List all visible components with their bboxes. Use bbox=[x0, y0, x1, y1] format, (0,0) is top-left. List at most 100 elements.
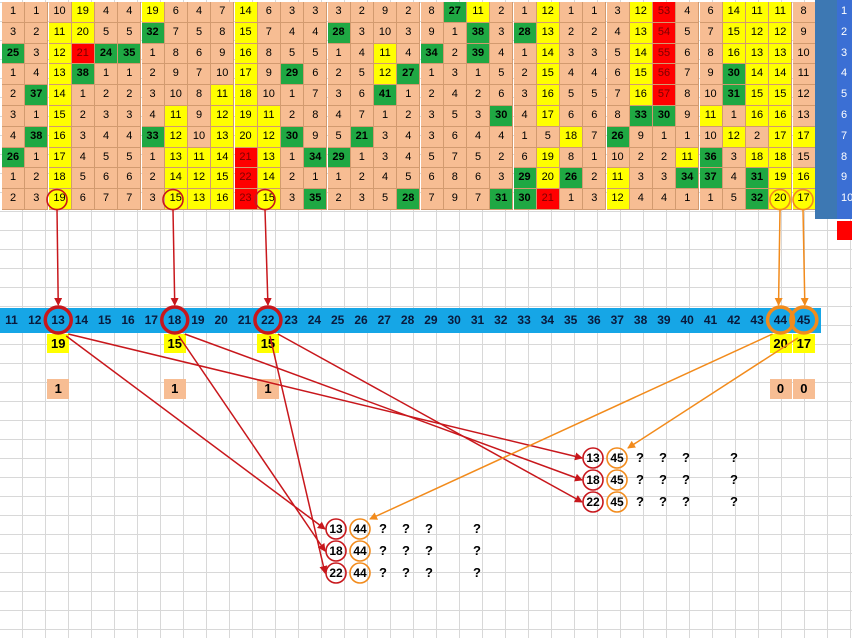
grid-cell: 12 bbox=[746, 22, 769, 44]
grid-cell: 4 bbox=[71, 147, 95, 169]
strip-number: 24 bbox=[307, 313, 322, 327]
grid-cell: 2 bbox=[71, 106, 95, 127]
grid-cell: 16 bbox=[211, 189, 235, 210]
grid-cell: 5 bbox=[350, 64, 374, 86]
grid-cell: 1 bbox=[304, 168, 328, 190]
strip-number: 23 bbox=[284, 313, 298, 327]
grid-cell: 9 bbox=[211, 43, 235, 65]
unknown-placeholder: ? bbox=[730, 494, 738, 509]
grid-cell: 5 bbox=[327, 126, 351, 148]
grid-cell: 13 bbox=[536, 22, 560, 44]
grid-cell: 5 bbox=[467, 147, 490, 169]
grid-cell: 18 bbox=[769, 147, 793, 169]
row-number: 1 bbox=[841, 5, 848, 17]
selected-value-box: 17 bbox=[792, 334, 815, 353]
grid-cell: 9 bbox=[304, 126, 328, 148]
grid-cell: 3 bbox=[25, 189, 49, 210]
combo-number-b: 44 bbox=[353, 522, 367, 536]
grid-cell: 20 bbox=[769, 189, 793, 210]
grid-cell: 3 bbox=[2, 22, 25, 44]
grid-cell: 20 bbox=[536, 168, 560, 190]
combo-number-a: 13 bbox=[586, 451, 600, 465]
selected-value-box: 15 bbox=[256, 334, 279, 353]
grid-cell: 11 bbox=[769, 2, 793, 23]
grid-cell: 31 bbox=[746, 168, 769, 190]
strip-number: 12 bbox=[28, 313, 42, 327]
grid-cell: 21 bbox=[71, 43, 95, 65]
row-number: 4 bbox=[841, 67, 848, 80]
grid-cell: 2 bbox=[350, 168, 374, 190]
grid-cell: 4 bbox=[188, 2, 211, 23]
grid-cell: 34 bbox=[304, 147, 328, 169]
grid-cell: 2 bbox=[420, 85, 444, 106]
grid-cell: 14 bbox=[769, 64, 793, 86]
grid-cell: 7 bbox=[699, 22, 723, 44]
grid-cell: 9 bbox=[792, 22, 816, 44]
grid-cell: 3 bbox=[281, 2, 304, 23]
grid-cell: 7 bbox=[676, 64, 700, 86]
grid-cell: 2 bbox=[583, 22, 607, 44]
grid-cell: 16 bbox=[48, 126, 72, 148]
grid-cell: 1 bbox=[443, 22, 467, 44]
grid-cell: 4 bbox=[443, 85, 467, 106]
grid-cell: 3 bbox=[629, 168, 653, 190]
strip-number: 13 bbox=[51, 313, 65, 327]
grid-cell: 9 bbox=[188, 106, 211, 127]
grid-cell: 2 bbox=[281, 168, 304, 190]
unknown-placeholder: ? bbox=[379, 543, 387, 558]
grid-cell: 2 bbox=[25, 168, 49, 190]
grid-cell: 4 bbox=[467, 126, 490, 148]
grid-cell: 11 bbox=[792, 64, 816, 86]
unknown-placeholder: ? bbox=[730, 450, 738, 465]
grid-cell: 30 bbox=[722, 64, 746, 86]
grid-cell: 4 bbox=[118, 2, 142, 23]
grid-cell: 4 bbox=[25, 64, 49, 86]
grid-cell: 8 bbox=[676, 85, 700, 106]
grid-cell: 1 bbox=[676, 126, 700, 148]
combo-number-b: 44 bbox=[353, 544, 367, 558]
grid-cell: 5 bbox=[281, 43, 304, 65]
blue-column bbox=[815, 0, 837, 219]
grid-cell: 25 bbox=[2, 43, 25, 65]
grid-cell: 9 bbox=[420, 22, 444, 44]
grid-cell: 5 bbox=[583, 85, 607, 106]
grid-cell: 4 bbox=[583, 64, 607, 86]
unknown-placeholder: ? bbox=[682, 494, 690, 509]
strip-number: 45 bbox=[797, 313, 811, 327]
strip-number: 34 bbox=[540, 313, 555, 327]
grid-cell: 14 bbox=[536, 43, 560, 65]
grid-cell: 6 bbox=[490, 85, 514, 106]
grid-cell: 3 bbox=[327, 2, 351, 23]
grid-cell: 3 bbox=[374, 147, 397, 169]
grid-cell: 12 bbox=[536, 2, 560, 23]
count-box: 0 bbox=[792, 379, 815, 399]
grid-cell: 4 bbox=[490, 43, 514, 65]
grid-cell: 7 bbox=[606, 85, 630, 106]
grid-cell: 1 bbox=[25, 106, 49, 127]
strip-number: 35 bbox=[564, 313, 578, 327]
grid-cell: 17 bbox=[792, 189, 816, 210]
unknown-placeholder: ? bbox=[682, 472, 690, 487]
grid-cell: 30 bbox=[490, 106, 514, 127]
grid-cell: 2 bbox=[653, 147, 676, 169]
grid-cell: 8 bbox=[188, 85, 211, 106]
arrow bbox=[178, 335, 326, 552]
unknown-placeholder: ? bbox=[473, 521, 481, 536]
grid-cell: 1 bbox=[583, 2, 607, 23]
grid-cell: 13 bbox=[792, 106, 816, 127]
grid-cell: 26 bbox=[2, 147, 25, 169]
grid-cell: 1 bbox=[653, 126, 676, 148]
grid-cell: 7 bbox=[188, 64, 211, 86]
arrow bbox=[369, 333, 773, 520]
grid-cell: 12 bbox=[211, 106, 235, 127]
count-box: 1 bbox=[47, 379, 70, 399]
grid-cell: 15 bbox=[746, 85, 769, 106]
grid-cell: 5 bbox=[95, 147, 118, 169]
grid-cell: 15 bbox=[234, 22, 258, 44]
grid-cell: 5 bbox=[71, 168, 95, 190]
grid-cell: 6 bbox=[513, 147, 537, 169]
grid-cell: 7 bbox=[420, 189, 444, 210]
row-number: 2 bbox=[841, 25, 848, 38]
arrow bbox=[184, 333, 583, 482]
grid-cell: 11 bbox=[699, 106, 723, 127]
